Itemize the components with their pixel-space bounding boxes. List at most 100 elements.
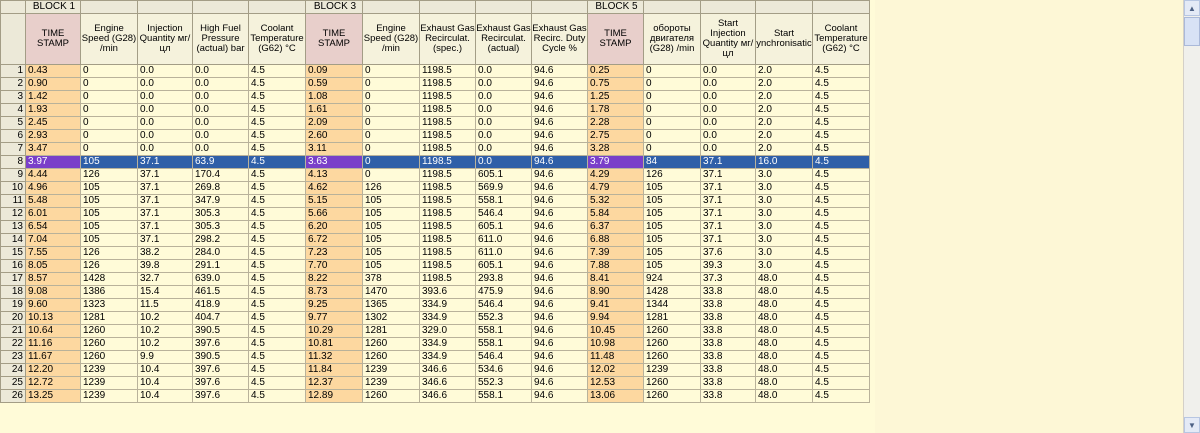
row-number[interactable]: 1 (0, 64, 26, 78)
table-cell: 3.0 (755, 207, 813, 221)
scroll-down-arrow-icon[interactable]: ▼ (1184, 417, 1200, 433)
column-header[interactable]: TIME STAMP (305, 13, 363, 65)
table-row[interactable]: 17 8.57 1428 32.7 639.0 4.5 8.22 378 1198.5 293.8… (0, 272, 870, 286)
table-cell: 346.6 (419, 376, 476, 390)
table-cell: 2.75 (587, 129, 644, 143)
table-cell: 4.5 (812, 194, 870, 208)
row-number[interactable]: 16 (0, 259, 26, 273)
table-cell: 1260 (80, 350, 138, 364)
row-number[interactable]: 21 (0, 324, 26, 338)
table-cell: 94.6 (531, 207, 588, 221)
block-3-label[interactable]: BLOCK 3 (305, 0, 363, 14)
table-cell: 10.4 (137, 363, 193, 377)
row-number[interactable]: 24 (0, 363, 26, 377)
row-number[interactable]: 17 (0, 272, 26, 286)
table-cell: 0.43 (25, 64, 81, 78)
table-row[interactable]: 8 3.97 105 37.1 63.9 4.5 3.63 0 1198.5 0.0 94.6 3.7… (0, 155, 870, 169)
table-row[interactable]: 3 1.42 0 0.0 0.0 4.5 1.08 0 1198.5 0.0 94.6 1.25 0 0.… (0, 90, 870, 104)
row-number[interactable]: 18 (0, 285, 26, 299)
table-row[interactable]: 21 10.64 1260 10.2 390.5 4.5 10.29 1281 329.0 558… (0, 324, 870, 338)
table-row[interactable]: 14 7.04 105 37.1 298.2 4.5 6.72 105 1198.5 611.0 9… (0, 233, 870, 247)
table-cell: 397.6 (192, 389, 249, 403)
column-header[interactable]: Start Injection Quantity мг/цл (700, 13, 756, 65)
table-cell: 3.0 (755, 220, 813, 234)
column-header[interactable]: Engine Speed (G28) /min (80, 13, 138, 65)
table-cell: 4.5 (812, 389, 870, 403)
table-cell: 0.0 (192, 64, 249, 78)
row-number[interactable]: 7 (0, 142, 26, 156)
row-number[interactable]: 9 (0, 168, 26, 182)
table-cell: 1.08 (305, 90, 363, 104)
table-row[interactable]: 18 9.08 1386 15.4 461.5 4.5 8.73 1470 393.6 475.9… (0, 285, 870, 299)
table-cell: 4.5 (248, 350, 306, 364)
row-number[interactable]: 20 (0, 311, 26, 325)
table-row[interactable]: 24 12.20 1239 10.4 397.6 4.5 11.84 1239 346.6 534… (0, 363, 870, 377)
row-number[interactable]: 3 (0, 90, 26, 104)
table-row[interactable]: 12 6.01 105 37.1 305.3 4.5 5.66 105 1198.5 546.4 9… (0, 207, 870, 221)
row-number[interactable]: 26 (0, 389, 26, 403)
table-row[interactable]: 10 4.96 105 37.1 269.8 4.5 4.62 126 1198.5 569.9 9… (0, 181, 870, 195)
row-number[interactable]: 4 (0, 103, 26, 117)
table-cell: 1260 (362, 337, 420, 351)
row-number[interactable]: 23 (0, 350, 26, 364)
row-number[interactable]: 19 (0, 298, 26, 312)
table-cell: 5.66 (305, 207, 363, 221)
table-row[interactable]: 22 11.16 1260 10.2 397.6 4.5 10.81 1260 334.9 558… (0, 337, 870, 351)
table-cell: 126 (80, 168, 138, 182)
table-cell: 1198.5 (419, 259, 476, 273)
table-row[interactable]: 9 4.44 126 37.1 170.4 4.5 4.13 0 1198.5 605.1 94.6… (0, 168, 870, 182)
row-number[interactable]: 10 (0, 181, 26, 195)
row-number[interactable]: 2 (0, 77, 26, 91)
table-cell: 33.8 (700, 285, 756, 299)
table-row[interactable]: 16 8.05 126 39.8 291.1 4.5 7.70 105 1198.5 605.1 9… (0, 259, 870, 273)
column-header[interactable]: Engine Speed (G28) /min (362, 13, 420, 65)
column-header[interactable]: TIME STAMP (587, 13, 644, 65)
column-header[interactable]: TIME STAMP (25, 13, 81, 65)
row-number[interactable]: 15 (0, 246, 26, 260)
column-header[interactable]: обороты двигателя (G28) /min (643, 13, 701, 65)
column-header[interactable]: Exhaust Gas Recirculat. (actual) (475, 13, 532, 65)
row-number[interactable]: 11 (0, 194, 26, 208)
table-row[interactable]: 11 5.48 105 37.1 347.9 4.5 5.15 105 1198.5 558.1 9… (0, 194, 870, 208)
table-cell: 39.8 (137, 259, 193, 273)
column-header[interactable]: Coolant Temperature (G62) °C (812, 13, 870, 65)
column-header[interactable]: Exhaust Gas Recirc. Duty Cycle % (531, 13, 588, 65)
table-row[interactable]: 13 6.54 105 37.1 305.3 4.5 6.20 105 1198.5 605.1 9… (0, 220, 870, 234)
table-row[interactable]: 4 1.93 0 0.0 0.0 4.5 1.61 0 1198.5 0.0 94.6 1.78 0 0.… (0, 103, 870, 117)
table-cell: 105 (643, 246, 701, 260)
scrollbar-thumb[interactable] (1184, 17, 1200, 46)
table-row[interactable]: 15 7.55 126 38.2 284.0 4.5 7.23 105 1198.5 611.0 9… (0, 246, 870, 260)
data-grid[interactable]: BLOCK 1 BLOCK 3 BLOCK 5 TIME STAMP Engine… (0, 0, 875, 433)
row-number[interactable]: 8 (0, 155, 26, 169)
table-row[interactable]: 7 3.47 0 0.0 0.0 4.5 3.11 0 1198.5 0.0 94.6 3.28 0 0.… (0, 142, 870, 156)
row-number[interactable]: 5 (0, 116, 26, 130)
column-header[interactable]: Start ynchronisatic (755, 13, 813, 65)
table-row[interactable]: 26 13.25 1239 10.4 397.6 4.5 12.89 1260 346.6 558… (0, 389, 870, 403)
table-cell: 33.8 (700, 324, 756, 338)
table-row[interactable]: 5 2.45 0 0.0 0.0 4.5 2.09 0 1198.5 0.0 94.6 2.28 0 0.… (0, 116, 870, 130)
row-number[interactable]: 25 (0, 376, 26, 390)
row-number[interactable]: 22 (0, 337, 26, 351)
table-row[interactable]: 25 12.72 1239 10.4 397.6 4.5 12.37 1239 346.6 552… (0, 376, 870, 390)
column-header[interactable]: Injection Quantity мг/цл (137, 13, 193, 65)
block-5-label[interactable]: BLOCK 5 (587, 0, 644, 14)
table-cell: 4.5 (248, 363, 306, 377)
row-number[interactable]: 6 (0, 129, 26, 143)
row-number[interactable]: 13 (0, 220, 26, 234)
table-cell: 1323 (80, 298, 138, 312)
row-number[interactable]: 14 (0, 233, 26, 247)
column-header[interactable]: Exhaust Gas Recirculat. (spec.) (419, 13, 476, 65)
vertical-scrollbar[interactable]: ▲ ▼ (1183, 0, 1200, 433)
table-row[interactable]: 19 9.60 1323 11.5 418.9 4.5 9.25 1365 334.9 546.4… (0, 298, 870, 312)
table-row[interactable]: 23 11.67 1260 9.9 390.5 4.5 11.32 1260 334.9 546.… (0, 350, 870, 364)
block-1-label[interactable]: BLOCK 1 (25, 0, 81, 14)
table-row[interactable]: 6 2.93 0 0.0 0.0 4.5 2.60 0 1198.5 0.0 94.6 2.75 0 0.… (0, 129, 870, 143)
column-header[interactable]: High Fuel Pressure (actual) bar (192, 13, 249, 65)
table-cell: 37.1 (137, 220, 193, 234)
table-row[interactable]: 1 0.43 0 0.0 0.0 4.5 0.09 0 1198.5 0.0 94.6 0.25 0 0.… (0, 64, 870, 78)
row-number[interactable]: 12 (0, 207, 26, 221)
table-row[interactable]: 20 10.13 1281 10.2 404.7 4.5 9.77 1302 334.9 552.… (0, 311, 870, 325)
table-row[interactable]: 2 0.90 0 0.0 0.0 4.5 0.59 0 1198.5 0.0 94.6 0.75 0 0.… (0, 77, 870, 91)
scroll-up-arrow-icon[interactable]: ▲ (1184, 0, 1200, 16)
column-header[interactable]: Coolant Temperature (G62) °C (248, 13, 306, 65)
